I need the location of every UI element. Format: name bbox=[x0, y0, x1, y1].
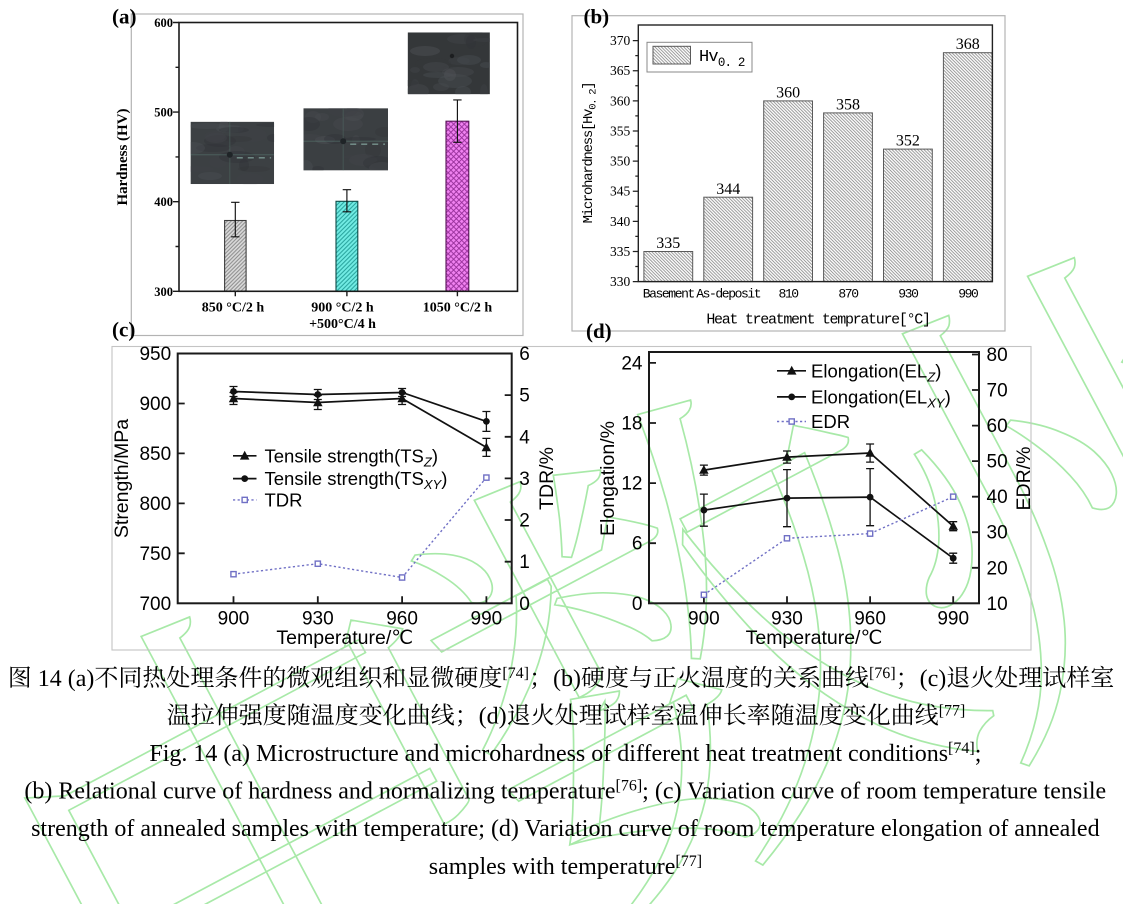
svg-text:EDR: EDR bbox=[811, 411, 850, 432]
svg-text:1050 °C/2 h: 1050 °C/2 h bbox=[423, 301, 493, 316]
svg-text:930: 930 bbox=[898, 287, 918, 302]
svg-text:350: 350 bbox=[610, 154, 631, 169]
svg-text:344: 344 bbox=[716, 181, 740, 198]
svg-text:(b) Relational curve of hardne: (b) Relational curve of hardness and nor… bbox=[24, 778, 1106, 805]
svg-text:(b): (b) bbox=[584, 5, 610, 29]
svg-text:20: 20 bbox=[987, 558, 1008, 579]
svg-text:870: 870 bbox=[838, 287, 858, 302]
svg-text:(c): (c) bbox=[112, 318, 135, 342]
svg-text:340: 340 bbox=[610, 214, 631, 229]
svg-text:TDR/%: TDR/% bbox=[536, 447, 558, 510]
svg-text:0: 0 bbox=[632, 594, 643, 615]
svg-text:0: 0 bbox=[519, 594, 530, 615]
svg-text:950: 950 bbox=[139, 344, 171, 365]
svg-text:+500°C/4 h: +500°C/4 h bbox=[309, 317, 376, 332]
svg-text:358: 358 bbox=[836, 96, 860, 113]
svg-text:60: 60 bbox=[987, 416, 1008, 437]
svg-text:990: 990 bbox=[958, 287, 978, 302]
svg-text:70: 70 bbox=[987, 381, 1008, 402]
svg-text:Elongation/%: Elongation/% bbox=[597, 421, 619, 536]
svg-text:40: 40 bbox=[987, 487, 1008, 508]
svg-text:3: 3 bbox=[519, 469, 530, 490]
svg-text:900: 900 bbox=[139, 394, 171, 415]
svg-text:Elongation(ELXY): Elongation(ELXY) bbox=[811, 386, 951, 410]
svg-text:850 °C/2 h: 850 °C/2 h bbox=[202, 301, 265, 316]
svg-text:365: 365 bbox=[610, 63, 631, 78]
svg-text:Basement: Basement bbox=[643, 287, 695, 302]
svg-text:6: 6 bbox=[632, 534, 643, 555]
svg-text:strength of annealed samples w: strength of annealed samples with temper… bbox=[31, 816, 1100, 842]
svg-text:Temperature/℃: Temperature/℃ bbox=[276, 627, 413, 649]
svg-text:930: 930 bbox=[302, 609, 334, 630]
svg-text:900: 900 bbox=[688, 609, 720, 630]
svg-text:As-deposit: As-deposit bbox=[696, 287, 761, 302]
svg-text:18: 18 bbox=[621, 414, 642, 435]
svg-text:352: 352 bbox=[896, 133, 920, 150]
svg-text:TDR: TDR bbox=[265, 489, 303, 510]
svg-text:800: 800 bbox=[139, 494, 171, 515]
svg-text:700: 700 bbox=[139, 594, 171, 615]
svg-text:24: 24 bbox=[621, 353, 643, 374]
svg-text:990: 990 bbox=[937, 609, 969, 630]
svg-text:Microhardness[Hv0. 2]: Microhardness[Hv0. 2] bbox=[581, 83, 600, 224]
svg-text:335: 335 bbox=[656, 235, 680, 252]
svg-text:368: 368 bbox=[956, 36, 980, 53]
svg-text:10: 10 bbox=[987, 594, 1008, 615]
svg-text:Tensile strength(TSXY): Tensile strength(TSXY) bbox=[265, 468, 448, 492]
svg-text:5: 5 bbox=[519, 386, 530, 407]
svg-text:990: 990 bbox=[471, 609, 503, 630]
svg-text:810: 810 bbox=[778, 287, 798, 302]
svg-text:2: 2 bbox=[519, 511, 530, 532]
svg-text:(a): (a) bbox=[112, 5, 137, 29]
svg-text:12: 12 bbox=[621, 474, 642, 495]
svg-text:355: 355 bbox=[610, 124, 631, 139]
svg-text:370: 370 bbox=[610, 33, 631, 48]
svg-text:30: 30 bbox=[987, 523, 1008, 544]
svg-text:6: 6 bbox=[519, 344, 530, 365]
svg-text:360: 360 bbox=[610, 93, 631, 108]
svg-text:335: 335 bbox=[610, 244, 631, 259]
svg-text:4: 4 bbox=[519, 427, 530, 448]
svg-text:Tensile strength(TSZ): Tensile strength(TSZ) bbox=[265, 445, 439, 469]
svg-text:345: 345 bbox=[610, 184, 631, 199]
svg-text:Hardness (HV): Hardness (HV) bbox=[115, 108, 131, 205]
svg-text:400: 400 bbox=[154, 195, 173, 209]
svg-text:1: 1 bbox=[519, 552, 530, 573]
svg-text:850: 850 bbox=[139, 444, 171, 465]
svg-text:Strength/MPa: Strength/MPa bbox=[111, 419, 133, 538]
svg-text:samples with temperature[77]: samples with temperature[77] bbox=[429, 853, 702, 880]
svg-text:900 °C/2 h: 900 °C/2 h bbox=[311, 301, 374, 316]
svg-text:Elongation(ELZ): Elongation(ELZ) bbox=[811, 360, 941, 384]
svg-text:Fig. 14 (a) Microstructure and: Fig. 14 (a) Microstructure and microhard… bbox=[149, 740, 981, 767]
svg-text:EDR/%: EDR/% bbox=[1013, 447, 1035, 511]
svg-text:500: 500 bbox=[154, 106, 173, 120]
svg-text:50: 50 bbox=[987, 452, 1008, 473]
svg-text:600: 600 bbox=[154, 16, 173, 30]
svg-text:Heat treatment temprature[°C]: Heat treatment temprature[°C] bbox=[706, 312, 929, 329]
svg-text:900: 900 bbox=[218, 609, 250, 630]
svg-text:300: 300 bbox=[154, 285, 173, 299]
svg-text:330: 330 bbox=[610, 274, 631, 289]
svg-text:360: 360 bbox=[776, 84, 800, 101]
svg-text:80: 80 bbox=[987, 345, 1008, 366]
svg-text:750: 750 bbox=[139, 544, 171, 565]
svg-text:960: 960 bbox=[854, 609, 886, 630]
svg-text:930: 930 bbox=[771, 609, 803, 630]
svg-text:960: 960 bbox=[386, 609, 418, 630]
svg-text:(d): (d) bbox=[586, 319, 612, 343]
svg-text:Temperature/℃: Temperature/℃ bbox=[746, 627, 883, 649]
